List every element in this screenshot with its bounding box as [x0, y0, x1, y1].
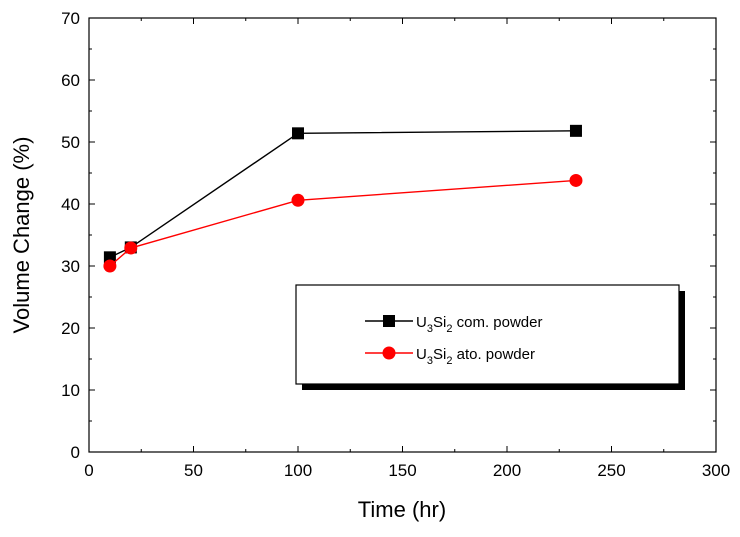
data-point — [569, 124, 582, 137]
y-tick-label: 10 — [61, 381, 80, 400]
legend-label-part: U — [416, 314, 427, 331]
legend-entry: U3Si2 com. powder — [365, 314, 542, 335]
legend-label-part: 3 — [427, 355, 433, 367]
legend-marker — [382, 346, 396, 360]
series-line — [109, 179, 577, 267]
data-point — [291, 193, 305, 207]
y-tick-label: 30 — [61, 257, 80, 276]
x-tick-label: 0 — [84, 461, 93, 480]
series-2 — [103, 173, 583, 273]
plot-frame — [88, 17, 717, 453]
x-tick-label: 200 — [493, 461, 521, 480]
legend-label-part: Si — [433, 314, 446, 331]
legend-label-part: 3 — [427, 323, 433, 335]
y-tick-label: 0 — [71, 443, 80, 462]
legend-label-part: U — [416, 346, 427, 363]
series-1 — [103, 124, 582, 264]
legend-label: U3Si2 ato. powder — [416, 346, 535, 367]
x-tick-label: 100 — [284, 461, 312, 480]
y-tick-label: 20 — [61, 319, 80, 338]
legend-label-part: Si — [433, 346, 446, 363]
y-tick-label: 60 — [61, 71, 80, 90]
legend-label-part: ato. powder — [452, 346, 535, 363]
x-tick-label: 150 — [388, 461, 416, 480]
x-tick-label: 300 — [702, 461, 730, 480]
y-tick-label: 50 — [61, 133, 80, 152]
data-point — [124, 241, 138, 255]
legend-box — [295, 284, 680, 385]
data-point — [103, 259, 117, 273]
legend-label: U3Si2 com. powder — [416, 314, 542, 335]
data-point — [292, 127, 304, 140]
x-axis-title: Time (hr) — [358, 497, 446, 522]
legend-label-part: 2 — [446, 355, 452, 367]
y-axis-title: Volume Change (%) — [9, 137, 34, 334]
legend-label-part: 2 — [446, 323, 452, 335]
legend-marker — [383, 315, 395, 327]
x-tick-label: 250 — [597, 461, 625, 480]
x-tick-label: 50 — [184, 461, 203, 480]
series-line — [109, 130, 576, 258]
legend-label-part: com. powder — [452, 314, 542, 331]
legend-entry: U3Si2 ato. powder — [365, 346, 535, 367]
y-tick-label: 40 — [61, 195, 80, 214]
data-point — [569, 173, 583, 187]
y-tick-label: 70 — [61, 9, 80, 28]
